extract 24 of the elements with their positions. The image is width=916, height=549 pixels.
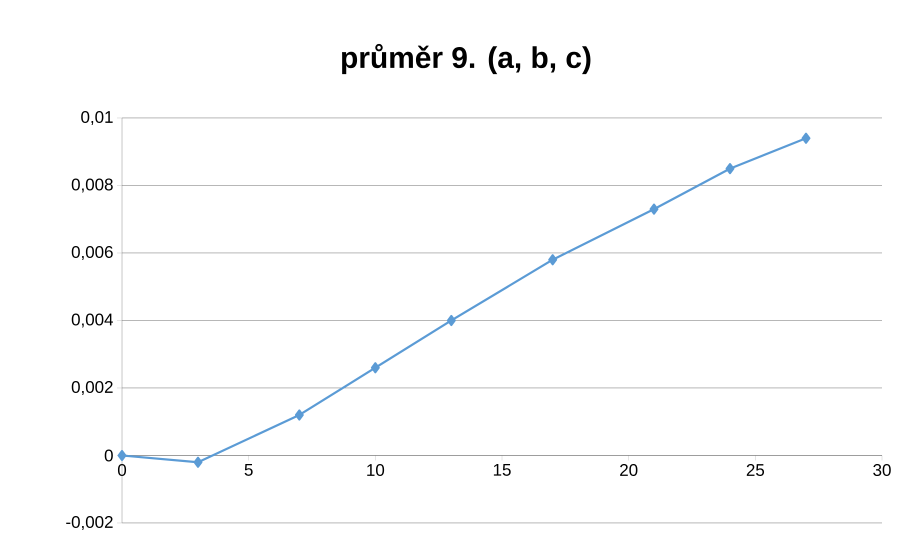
point	[802, 132, 810, 144]
point	[370, 362, 380, 374]
y-tick-label: 0,008	[72, 178, 113, 192]
y-tick-label: -0,002	[66, 516, 113, 530]
x-tick-label: 10	[367, 464, 384, 476]
y-tick-label: 0,01	[81, 110, 113, 125]
x-tick-label: 20	[620, 464, 638, 476]
y-tick-label: 0	[104, 449, 113, 462]
point	[726, 163, 734, 174]
point	[650, 204, 658, 215]
x-tick-label: 30	[873, 464, 891, 476]
point	[118, 450, 126, 462]
x-tick-label: 25	[746, 464, 764, 476]
chart-title: průměr 9. (a, b, c)	[342, 44, 590, 74]
point	[446, 314, 456, 326]
point	[194, 456, 202, 468]
y-tick-label: 0,006	[72, 246, 113, 260]
x-tick-label: 15	[494, 464, 511, 476]
y-tick-label: 0,002	[72, 380, 113, 395]
x-tick-label: 5	[244, 464, 253, 476]
x-tick-label: 0	[118, 464, 126, 476]
y-tick-label: 0,004	[72, 313, 113, 328]
point	[294, 409, 304, 421]
point	[548, 254, 558, 266]
